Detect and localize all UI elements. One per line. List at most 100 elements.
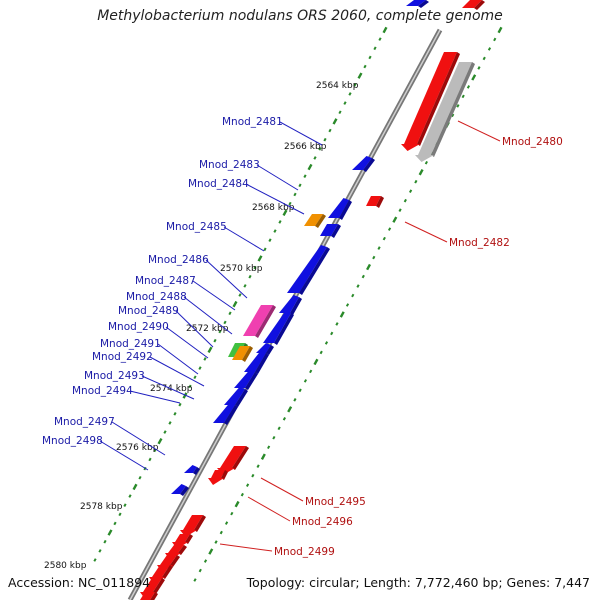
gene-block-side [170, 555, 180, 567]
tick-dot [157, 437, 163, 445]
tick-dot [230, 511, 234, 516]
tick-dot [338, 110, 342, 115]
gene-arrowhead [415, 155, 434, 162]
left-gene-label: Mnod_2492 [92, 351, 153, 363]
right-gene-label: Mnod_2480 [502, 136, 563, 148]
tick-dot [253, 265, 257, 270]
gene-block-side [185, 534, 193, 544]
tick-dot [328, 128, 332, 133]
tick-dot [373, 46, 377, 51]
gene-arrowhead [208, 478, 224, 485]
left-gene-label: Mnod_2485 [166, 221, 227, 233]
gene-block [352, 156, 372, 170]
tick-dot [198, 568, 202, 573]
left-leader-line [99, 440, 149, 471]
left-gene-label: Mnod_2498 [42, 435, 103, 447]
tick-dot [357, 72, 363, 79]
gene-block-side [235, 389, 248, 407]
left-leader-line [165, 326, 209, 359]
right-gene-label: Mnod_2499 [274, 546, 335, 558]
left-gene-label: Mnod_2488 [126, 291, 187, 303]
gene-block [462, 0, 482, 8]
tick-dot [298, 388, 302, 393]
gene-block [160, 555, 177, 565]
gene-block-side [178, 545, 187, 555]
gene-block-side [315, 214, 326, 228]
tick-dot [228, 311, 232, 316]
tick-dot [303, 174, 307, 179]
gene-block-side [339, 200, 352, 220]
tick-label: 2568 kbp [252, 203, 295, 213]
right-leader-line [247, 496, 291, 522]
tick-dot [128, 494, 132, 498]
gene-block [418, 62, 472, 155]
left-gene-label: Mnod_2484 [188, 178, 249, 190]
tick-dot [378, 37, 382, 41]
tick-dot [260, 453, 266, 460]
tick-dot [248, 274, 252, 279]
tick-dot [245, 483, 250, 487]
gene-features [140, 0, 485, 600]
tick-dot [232, 300, 238, 308]
tick-dot [482, 56, 486, 61]
right-gene-label: Mnod_2495 [305, 496, 366, 508]
tick-dot [93, 558, 97, 562]
gene-block [224, 387, 245, 405]
tick-dot [282, 209, 288, 216]
tick-dot [214, 540, 218, 544]
left-gene-label: Mnod_2490 [108, 321, 169, 333]
tick-dot [343, 101, 347, 105]
tick-dot [339, 311, 345, 318]
tick-label: 2566 kbp [284, 142, 327, 152]
tick-dot [219, 530, 223, 535]
left-leader-line [157, 343, 199, 375]
tick-dot [203, 559, 208, 563]
tick-dot [173, 411, 177, 416]
tick-dot [487, 47, 492, 51]
left-gene-label: Mnod_2483 [199, 159, 260, 171]
tick-dot [208, 548, 214, 555]
gene-block-side [474, 0, 485, 10]
tick-dot [257, 255, 263, 262]
tick-dot [392, 216, 398, 223]
tick-dot [335, 322, 339, 326]
tick-dot [178, 402, 182, 407]
gene-block-side [232, 446, 249, 470]
gene-block [263, 311, 291, 343]
gene-block-side [180, 486, 189, 496]
right-gene-label: Mnod_2482 [449, 237, 510, 249]
tick-dot [361, 274, 365, 279]
tick-dot [345, 303, 350, 307]
left-gene-label: Mnod_2486 [148, 254, 209, 266]
tick-dot [414, 179, 418, 184]
gene-block [304, 214, 323, 226]
gene-block-side [255, 353, 269, 374]
tick-dot [213, 338, 217, 343]
tick-dot [366, 263, 372, 271]
left-leader-line [149, 356, 205, 387]
tick-dot [234, 500, 240, 508]
tick-dot [223, 320, 227, 325]
gene-block-side [193, 467, 200, 475]
tick-dot [398, 208, 402, 212]
right-leader-line [260, 477, 304, 502]
gene-arrowhead [401, 144, 420, 151]
tick-dot [287, 406, 293, 413]
tick-dot [363, 64, 367, 69]
tick-dot [224, 521, 229, 525]
tick-dot [98, 549, 102, 553]
tick-dot [456, 104, 460, 108]
gene-block-side [224, 405, 238, 425]
tick-dot [288, 201, 292, 206]
gene-block [328, 198, 349, 218]
gene-block-side [162, 565, 173, 579]
gene-block-side [242, 346, 253, 362]
tick-dot [313, 156, 317, 160]
tick-dot [238, 293, 242, 297]
tick-dot [377, 246, 381, 250]
tick-label: 2572 kbp [186, 324, 229, 334]
tick-dot [497, 26, 503, 34]
gene-block-side [417, 52, 460, 146]
gene-block [234, 370, 255, 388]
